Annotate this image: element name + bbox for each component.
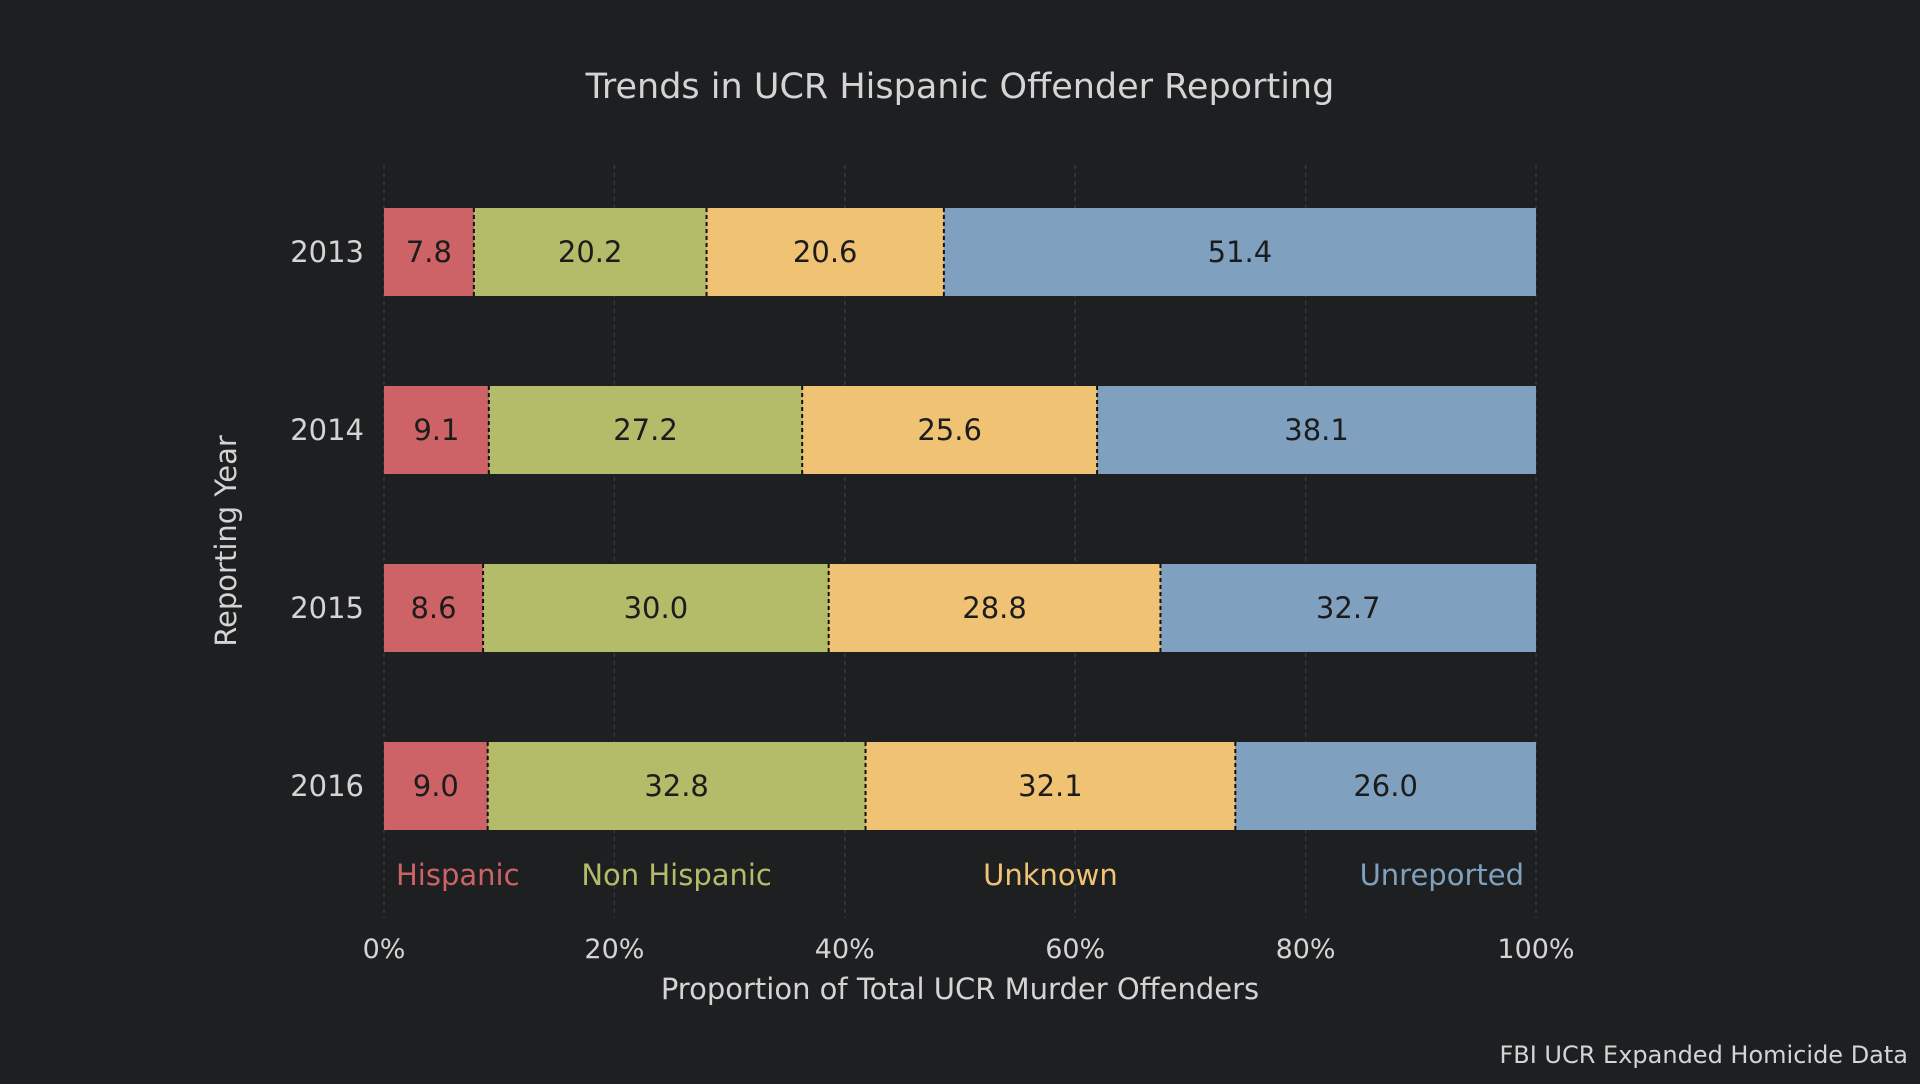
y-axis-label: Reporting Year	[209, 435, 243, 647]
bar-unknown-2013	[706, 208, 944, 296]
bar-hispanic-2013	[384, 208, 474, 296]
bar-labels: 7.8 20.2 20.6 51.4 9.1 27.2 25.6 38.1 8.6 30.0 28.…	[406, 235, 1418, 803]
bar-label-non-hispanic-2014: 27.2	[613, 413, 678, 447]
x-tick-label-0: 0%	[363, 934, 406, 965]
category-labels: 2013 2014 2015 2016	[290, 235, 364, 803]
legend-hispanic: Hispanic	[396, 858, 520, 892]
chart-title: Trends in UCR Hispanic Offender Reportin…	[585, 67, 1335, 107]
x-tick-label-1: 20%	[584, 934, 644, 965]
bar-label-unreported-2014: 38.1	[1284, 413, 1349, 447]
x-tick-label-3: 60%	[1045, 934, 1105, 965]
category-label-2014: 2014	[290, 413, 364, 447]
bar-label-unknown-2015: 28.8	[962, 591, 1027, 625]
legend-unknown: Unknown	[983, 858, 1118, 892]
bar-unknown-2014	[802, 386, 1098, 474]
bar-unreported-2016	[1235, 742, 1536, 830]
bar-unknown-2015	[828, 564, 1161, 652]
bar-unreported-2015	[1160, 564, 1536, 652]
bar-unreported-2013	[943, 208, 1536, 296]
bar-label-non-hispanic-2013: 20.2	[558, 235, 623, 269]
bar-label-unreported-2015: 32.7	[1316, 591, 1381, 625]
bar-non-hispanic-2014	[488, 386, 803, 474]
bar-hispanic-2016	[384, 742, 488, 830]
bar-label-unknown-2014: 25.6	[917, 413, 982, 447]
bars	[384, 208, 1536, 830]
source-caption: FBI UCR Expanded Homicide Data	[1499, 1041, 1908, 1069]
x-axis-label: Proportion of Total UCR Murder Offenders	[661, 972, 1259, 1006]
legend-unreported: Unreported	[1360, 858, 1524, 892]
bar-non-hispanic-2016	[487, 742, 866, 830]
bar-non-hispanic-2015	[483, 564, 829, 652]
category-label-2013: 2013	[290, 235, 364, 269]
bar-label-non-hispanic-2015: 30.0	[624, 591, 689, 625]
bar-label-unknown-2016: 32.1	[1018, 769, 1083, 803]
x-tick-label-2: 40%	[815, 934, 875, 965]
bar-label-unreported-2013: 51.4	[1208, 235, 1273, 269]
bar-non-hispanic-2013	[473, 208, 707, 296]
bar-label-hispanic-2016: 9.0	[413, 769, 459, 803]
bar-label-unknown-2013: 20.6	[793, 235, 858, 269]
bar-unknown-2016	[865, 742, 1236, 830]
x-axis-ticks: 0% 20% 40% 60% 80% 100%	[363, 934, 1575, 965]
x-tick-label-4: 80%	[1276, 934, 1336, 965]
bar-label-non-hispanic-2016: 32.8	[644, 769, 709, 803]
bar-unreported-2014	[1097, 386, 1536, 474]
bar-hispanic-2014	[384, 386, 489, 474]
bar-hispanic-2015	[384, 564, 484, 652]
category-label-2016: 2016	[290, 769, 364, 803]
bar-label-hispanic-2014: 9.1	[413, 413, 459, 447]
x-tick-label-5: 100%	[1497, 934, 1574, 965]
category-label-2015: 2015	[290, 591, 364, 625]
bar-label-hispanic-2015: 8.6	[410, 591, 456, 625]
bar-label-hispanic-2013: 7.8	[406, 235, 452, 269]
legend-non-hispanic: Non Hispanic	[581, 858, 772, 892]
legend: Hispanic Non Hispanic Unknown Unreported	[396, 858, 1524, 892]
bar-label-unreported-2016: 26.0	[1353, 769, 1418, 803]
